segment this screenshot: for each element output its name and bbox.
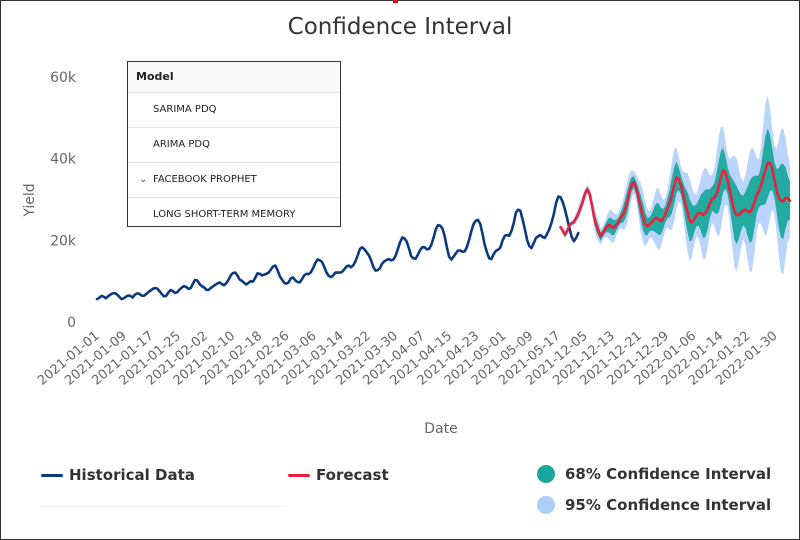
model-selector-header: Model — [128, 62, 340, 93]
legend-divider — [40, 506, 285, 507]
model-option-facebook-prophet[interactable]: ⌄ FACEBOOK PROPHET — [128, 163, 340, 198]
legend-swatch-ci95 — [537, 496, 555, 514]
legend-label-ci95: 95% Confidence Interval — [565, 496, 772, 514]
model-option-label: FACEBOOK PROPHET — [153, 174, 257, 185]
legend-label-historical: Historical Data — [69, 466, 195, 484]
model-option-label: SARIMA PDQ — [153, 104, 217, 115]
x-axis-title: Date — [424, 421, 457, 437]
model-option-label: LONG SHORT-TERM MEMORY — [153, 209, 296, 220]
y-tick-label: 60k — [50, 70, 77, 86]
model-option-arima[interactable]: ARIMA PDQ — [128, 128, 340, 163]
legend-item-ci95[interactable]: 95% Confidence Interval — [537, 496, 771, 514]
model-option-sarima[interactable]: SARIMA PDQ — [128, 93, 340, 128]
legend-label-ci68: 68% Confidence Interval — [565, 465, 772, 483]
legend-swatch-forecast — [288, 473, 310, 477]
chart-title: Confidence Interval — [287, 14, 513, 40]
legend-item-ci68[interactable]: 68% Confidence Interval — [537, 465, 771, 483]
legend-label-forecast: Forecast — [316, 466, 389, 484]
chevron-down-icon[interactable]: ⌄ — [139, 174, 148, 185]
legend-item-forecast[interactable]: Forecast — [288, 466, 389, 484]
legend-swatch-historical — [41, 473, 63, 477]
y-tick-label: 0 — [67, 315, 76, 331]
model-option-label: ARIMA PDQ — [153, 139, 210, 150]
chart-plot-area: 020k40k60k2021-01-012021-01-092021-01-17… — [22, 70, 792, 437]
forecast-line — [559, 161, 792, 238]
historical-data-line — [95, 195, 580, 301]
header-accent-mark — [393, 0, 398, 3]
legend-swatch-ci68 — [537, 465, 555, 483]
y-tick-label: 20k — [50, 233, 77, 249]
model-selector[interactable]: Model SARIMA PDQ ARIMA PDQ ⌄ FACEBOOK PR… — [127, 61, 341, 227]
y-axis-title: Yield — [22, 183, 38, 217]
legend-item-historical[interactable]: Historical Data — [41, 466, 195, 484]
model-option-lstm[interactable]: LONG SHORT-TERM MEMORY — [128, 198, 340, 232]
y-tick-label: 40k — [50, 152, 77, 168]
